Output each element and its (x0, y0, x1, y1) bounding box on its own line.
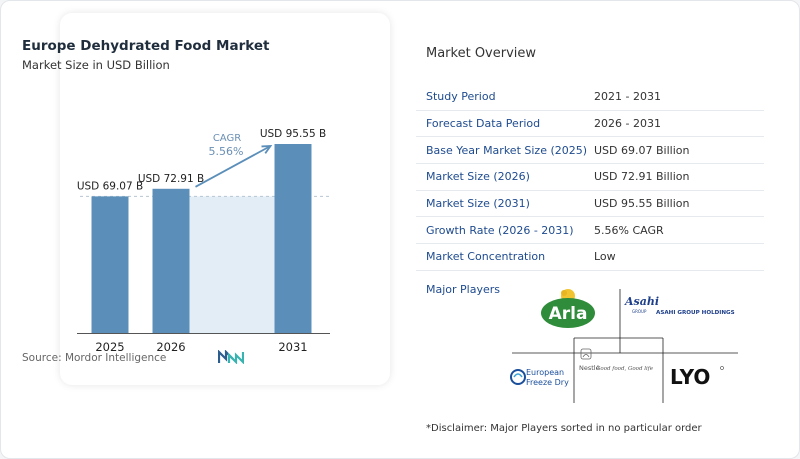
nestle-tagline-text: Good food, Good life (596, 366, 654, 372)
overview-row-size-2031: Market Size (2031) USD 95.55 Billion (416, 191, 764, 218)
overview-value: 2026 - 2031 (594, 117, 661, 131)
overview-row-base-year-size: Base Year Market Size (2025) USD 69.07 B… (416, 137, 764, 165)
arla-logo-text: Arla (549, 304, 588, 324)
cagr-arrow-line (195, 145, 271, 188)
overview-label: Base Year Market Size (2025) (426, 143, 588, 157)
overview-value: 5.56% CAGR (594, 223, 664, 237)
overview-title: Market Overview (426, 46, 537, 61)
asahi-logo-icon: Asahi GROUP ASAHI GROUP HOLDINGS (624, 295, 735, 316)
overview-value: USD 95.55 Billion (594, 197, 690, 211)
bar-2031 (274, 144, 312, 333)
efd-line1-text: European (526, 368, 564, 377)
data-label-2025: USD 69.07 B (77, 180, 143, 192)
overview-label: Study Period (426, 90, 496, 104)
major-players-logos: Arla Asahi GROUP ASAHI GROUP HOLDINGS Eu… (510, 289, 738, 403)
overview-row-growth-rate: Growth Rate (2026 - 2031) 5.56% CAGR (416, 217, 764, 245)
tick-label-2031: 2031 (278, 340, 307, 354)
chart-title: Europe Dehydrated Food Market (22, 38, 270, 54)
disclaimer: *Disclaimer: Major Players sorted in no … (426, 423, 702, 434)
data-label-2031: USD 95.55 B (260, 128, 326, 140)
asahi-sub-text: GROUP (632, 309, 647, 314)
forecast-shade (189, 196, 275, 333)
chart-subtitle: Market Size in USD Billion (22, 58, 170, 72)
asahi-name-text: ASAHI GROUP HOLDINGS (656, 310, 735, 316)
overview-value: 2021 - 2031 (594, 90, 661, 104)
overview-row-study-period: Study Period 2021 - 2031 (416, 84, 764, 111)
overview-value: USD 72.91 Billion (594, 170, 690, 184)
overview-label: Forecast Data Period (426, 117, 541, 131)
efd-line2-text: Freeze Dry (526, 378, 569, 387)
chart-source: Source: Mordor Intelligence (22, 352, 167, 364)
asahi-mark-text: Asahi (624, 295, 659, 308)
bar-2026 (152, 188, 190, 333)
lyo-logo-icon: LYO (670, 365, 724, 389)
major-players-label: Major Players (426, 283, 500, 296)
overview-row-size-2026: Market Size (2026) USD 72.91 Billion (416, 164, 764, 191)
overview-value: USD 69.07 Billion (594, 143, 690, 157)
lyo-text: LYO (670, 365, 710, 389)
nestle-text: Nestlé (579, 364, 600, 372)
overview-row-concentration: Market Concentration Low (416, 244, 764, 271)
cagr-arrow-head (261, 145, 273, 154)
overview-label: Market Size (2026) (426, 170, 530, 184)
overview-table: Study Period 2021 - 2031 Forecast Data P… (416, 84, 764, 271)
cagr-value: 5.56% (209, 145, 244, 158)
data-label-2026: USD 72.91 B (138, 173, 204, 185)
arla-logo-icon: Arla (541, 289, 595, 328)
bar-2025 (91, 196, 129, 333)
tick-label-2026: 2026 (156, 340, 185, 354)
overview-label: Market Size (2031) (426, 197, 530, 211)
overview-label: Growth Rate (2026 - 2031) (426, 223, 574, 237)
overview-row-forecast-period: Forecast Data Period 2026 - 2031 (416, 111, 764, 138)
european-freeze-dry-logo-icon: European Freeze Dry (510, 368, 569, 387)
cagr-label: CAGR (213, 133, 241, 144)
mordor-logo-icon (218, 350, 244, 364)
tick-label-2025: 2025 (95, 340, 124, 354)
overview-label: Market Concentration (426, 250, 546, 264)
nestle-logo-icon: Nestlé Good food, Good life (579, 348, 654, 372)
overview-value: Low (594, 250, 616, 264)
